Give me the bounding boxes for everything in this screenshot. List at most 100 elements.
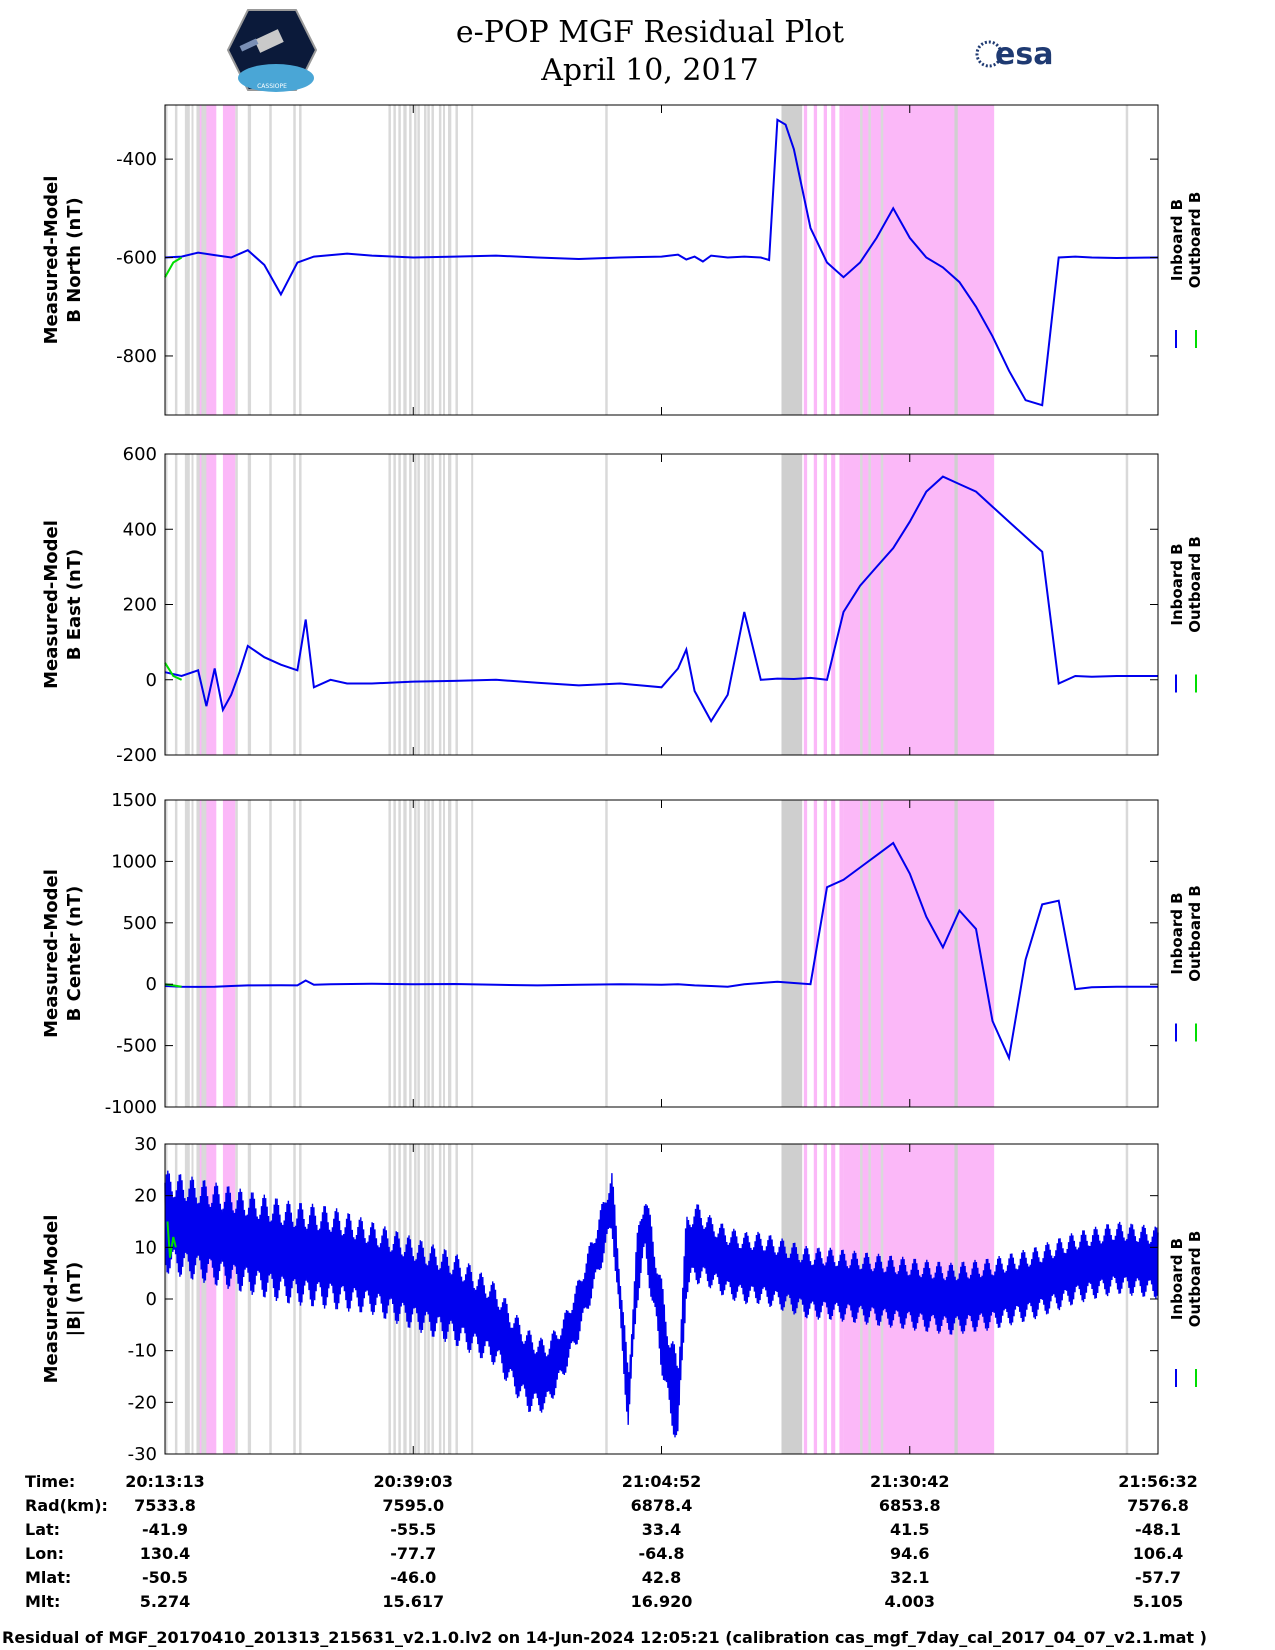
info-cell: -55.5 <box>390 1520 437 1539</box>
shaded-band <box>191 800 194 1107</box>
info-cell: 7595.0 <box>382 1496 445 1515</box>
shaded-band <box>293 800 296 1107</box>
plot-frame <box>164 799 1159 1108</box>
info-row-label: Time: <box>25 1472 76 1491</box>
shaded-band <box>191 105 194 415</box>
shaded-band <box>831 105 836 415</box>
info-cell: 20:39:03 <box>373 1472 454 1491</box>
legend: Inboard B Outboard B <box>1168 536 1204 693</box>
series-line-outboard <box>164 662 183 681</box>
shaded-band <box>299 454 302 755</box>
y-tick-label: -1000 <box>105 1097 157 1118</box>
y-tick-label: -500 <box>116 1036 157 1057</box>
shaded-band <box>438 800 442 1107</box>
shaded-band <box>414 105 417 415</box>
info-cell: 21:04:52 <box>621 1472 702 1491</box>
shaded-band <box>605 800 608 1107</box>
shaded-band <box>293 105 296 415</box>
shaded-band <box>417 800 420 1107</box>
shaded-band <box>196 105 200 415</box>
shaded-band <box>443 800 446 1107</box>
shaded-band <box>839 454 844 755</box>
series-line-inboard <box>164 841 1158 1062</box>
shaded-band <box>414 800 417 1107</box>
shaded-band <box>605 454 608 755</box>
y-tick-label: 0 <box>146 974 157 995</box>
shaded-band <box>174 800 178 1107</box>
series-line-inboard <box>164 118 1159 407</box>
y-tick-label: 0 <box>146 670 157 691</box>
y-tick-label: 400 <box>123 519 157 540</box>
shaded-band <box>431 105 434 415</box>
shaded-band <box>843 454 995 755</box>
shaded-band <box>424 105 427 415</box>
shaded-band <box>417 454 420 755</box>
shaded-band <box>455 454 458 755</box>
info-cell: 4.003 <box>884 1592 936 1611</box>
shaded-band <box>431 800 434 1107</box>
y-axis-label: Measured-Model <box>41 176 62 345</box>
y-axis-label: B East (nT) <box>64 549 85 661</box>
info-cell: 42.8 <box>641 1568 682 1587</box>
legend-label-outboard: Outboard B <box>1186 1231 1204 1328</box>
y-axis-label: Measured-Model <box>41 1215 62 1384</box>
info-cell: 7576.8 <box>1127 1496 1189 1515</box>
shaded-band <box>868 105 871 415</box>
shaded-band <box>471 800 474 1107</box>
info-cell: 106.4 <box>1132 1544 1184 1563</box>
shaded-band <box>868 800 871 1107</box>
y-tick-label: -10 <box>128 1341 157 1362</box>
shaded-band <box>448 800 452 1107</box>
plot-title: e-POP MGF Residual Plot April 10, 2017 <box>350 14 950 90</box>
shaded-band <box>471 454 474 755</box>
info-cell: -57.7 <box>1134 1568 1182 1587</box>
shaded-band <box>839 800 844 1107</box>
info-cell: 41.5 <box>890 1520 930 1539</box>
info-cell: -64.8 <box>638 1544 685 1563</box>
y-tick-label: 0 <box>146 1289 157 1310</box>
legend-label-outboard: Outboard B <box>1186 536 1204 633</box>
shaded-band <box>222 454 236 755</box>
info-cell: -48.1 <box>1134 1520 1182 1539</box>
y-axis-label: Measured-Model <box>41 869 62 1038</box>
info-row-label: Mlt: <box>25 1592 61 1611</box>
shaded-band <box>1125 800 1129 1107</box>
shaded-band <box>823 454 827 755</box>
shaded-band <box>471 105 474 415</box>
legend-label-outboard: Outboard B <box>1186 192 1204 289</box>
shaded-band <box>438 105 442 415</box>
y-tick-label: 1000 <box>111 851 157 872</box>
y-tick-label: -800 <box>116 346 157 367</box>
shaded-band <box>393 105 396 415</box>
series-line-outboard <box>164 256 183 278</box>
shaded-band <box>247 454 252 755</box>
shaded-band <box>196 1144 200 1454</box>
shaded-band <box>424 454 427 755</box>
info-row-label: Lon: <box>25 1544 64 1563</box>
legend-label-inboard: Inboard B <box>1168 1238 1186 1320</box>
shaded-band <box>201 800 207 1107</box>
shaded-band <box>954 800 958 1107</box>
shaded-band <box>201 105 207 415</box>
shaded-band <box>954 105 958 415</box>
legend: Inboard B Outboard B <box>1168 885 1204 1042</box>
shaded-band <box>293 454 296 755</box>
shaded-band <box>184 800 190 1107</box>
panel-3: -1000 -500 0 500 1000 1500 Measured-Model B Cen… <box>41 790 1204 1118</box>
info-row-label: Rad(km): <box>25 1496 108 1515</box>
shaded-band <box>299 800 302 1107</box>
shaded-band <box>409 105 412 415</box>
shaded-band <box>781 454 803 755</box>
shaded-band <box>831 454 836 755</box>
panel-1: -800 -600 -400 Measured-Model B North (nT) In… <box>41 104 1204 416</box>
y-axis-label: |B| (nT) <box>64 1262 85 1337</box>
shaded-band <box>427 105 430 415</box>
shaded-band <box>843 800 995 1107</box>
svg-text:CASSIOPE: CASSIOPE <box>257 83 287 90</box>
info-cell: 7533.8 <box>134 1496 196 1515</box>
shaded-band <box>1125 1144 1129 1454</box>
series-line-inboard <box>164 475 1158 724</box>
shaded-band <box>831 800 836 1107</box>
shaded-band <box>201 1144 207 1454</box>
